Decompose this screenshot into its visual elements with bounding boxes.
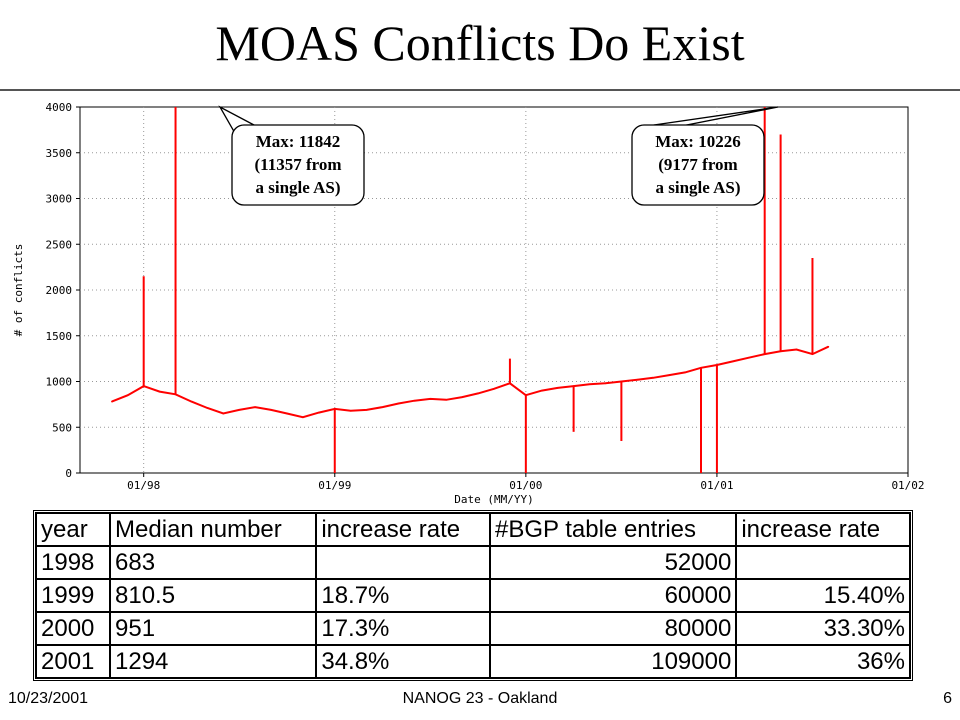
table-cell: 15.40% (736, 579, 910, 612)
x-tick-label: 01/02 (891, 479, 924, 492)
x-tick-label: 01/00 (509, 479, 542, 492)
x-tick-label: 01/01 (700, 479, 733, 492)
y-tick-label: 2000 (46, 284, 73, 297)
y-tick-label: 1000 (46, 376, 73, 389)
callout-box (631, 124, 765, 206)
data-point (381, 406, 384, 408)
data-point (190, 400, 193, 403)
x-tick-label: 01/99 (318, 479, 351, 492)
y-tick-label: 2500 (46, 238, 73, 251)
data-point (747, 356, 750, 359)
moas-chart: 0 500 1000 1500 2000 2500 3000 3500 4000 01/98 01/… (0, 95, 960, 510)
y-tick-label: 3500 (46, 147, 73, 160)
table-cell: 36% (736, 645, 910, 678)
data-point (556, 387, 559, 389)
data-point (126, 394, 129, 397)
y-tick-label: 3000 (46, 193, 73, 206)
table-cell: 109000 (489, 645, 737, 678)
data-point (795, 348, 798, 351)
stats-table: year Median number increase rate #BGP table… (33, 510, 913, 681)
max-callout: Max: 11842 (11357 from a single AS) (218, 105, 365, 206)
callout-line: a single AS) (255, 178, 340, 197)
data-point (302, 416, 304, 418)
table-header-cell: year (36, 513, 110, 546)
footer-date: 10/23/2001 (8, 690, 89, 707)
data-point (668, 374, 670, 376)
table-header-cell: increase rate (736, 513, 910, 546)
table-row: 1999 810.5 18.7% 60000 15.40% (36, 579, 910, 612)
table-cell: 1998 (36, 546, 110, 579)
table-cell: 18.7% (316, 579, 490, 612)
table-cell: 1999 (36, 579, 110, 612)
table-row: 2000 951 17.3% 80000 33.30% (36, 612, 910, 645)
table-row: 1998 683 52000 (36, 546, 910, 579)
data-point (636, 378, 639, 381)
data-point (349, 409, 352, 412)
x-tick-label: 01/98 (127, 479, 160, 492)
table-header-cell: Median number (110, 513, 317, 546)
table-cell: 2001 (36, 645, 110, 678)
data-point (286, 412, 288, 415)
data-point (477, 392, 479, 395)
data-point (684, 371, 686, 374)
x-axis-title: Date (MM/YY) (454, 493, 533, 506)
callout-line: Max: 10226 (655, 132, 740, 151)
y-tick-label: 1500 (46, 330, 73, 343)
data-point (493, 388, 495, 390)
table-header-cell: increase rate (316, 513, 490, 546)
data-point (111, 400, 113, 403)
data-point (397, 402, 400, 405)
table-cell: 60000 (489, 579, 737, 612)
slide-title: MOAS Conflicts Do Exist (215, 15, 745, 71)
data-point (254, 406, 256, 408)
data-point (604, 382, 607, 385)
data-point (827, 345, 830, 348)
callout-line: Max: 11842 (256, 132, 341, 151)
table-cell: 683 (110, 546, 317, 579)
data-point (461, 396, 463, 398)
y-axis-title: # of conflicts (12, 244, 25, 337)
callout-line: (9177 from (658, 155, 737, 174)
table-cell: 810.5 (110, 579, 317, 612)
chart-svg: 0 500 1000 1500 2000 2500 3000 3500 4000 01/98 01/… (12, 101, 925, 506)
data-point (652, 377, 655, 379)
conflicts-series-line (111, 345, 829, 419)
table-header-cell: #BGP table entries (489, 513, 737, 546)
y-tick-label: 0 (65, 467, 72, 480)
table-header-row: year Median number increase rate #BGP table… (36, 513, 910, 546)
title-divider (0, 89, 960, 91)
y-tick-label: 4000 (46, 101, 73, 114)
data-point (429, 398, 432, 400)
data-point (445, 399, 448, 401)
table-cell: 1294 (110, 645, 317, 678)
data-point (732, 360, 734, 363)
table-cell (316, 546, 490, 579)
y-tick-label: 500 (52, 421, 72, 434)
data-point (206, 407, 209, 409)
data-point (222, 412, 225, 415)
data-point (238, 409, 241, 411)
data-point (588, 383, 591, 386)
data-point (540, 389, 543, 392)
data-point (158, 390, 161, 393)
table-cell: 80000 (489, 612, 737, 645)
table-cell (736, 546, 910, 579)
data-point (318, 411, 320, 414)
table-row: 2001 1294 34.8% 109000 36% (36, 645, 910, 678)
callout-line: a single AS) (655, 178, 740, 197)
table-cell: 2000 (36, 612, 110, 645)
page-number: 6 (943, 690, 952, 707)
footer-event: NANOG 23 - Oakland (402, 690, 558, 707)
callout-box (231, 124, 365, 206)
table-cell: 34.8% (316, 645, 490, 678)
data-point (270, 409, 272, 411)
table-cell: 17.3% (316, 612, 490, 645)
max-callout: Max: 10226 (9177 from a single AS) (631, 106, 779, 206)
data-point (413, 399, 416, 402)
table-cell: 33.30% (736, 612, 910, 645)
table-cell: 951 (110, 612, 317, 645)
callout-line: (11357 from (254, 155, 341, 174)
data-point (365, 409, 368, 411)
table-cell: 52000 (489, 546, 737, 579)
